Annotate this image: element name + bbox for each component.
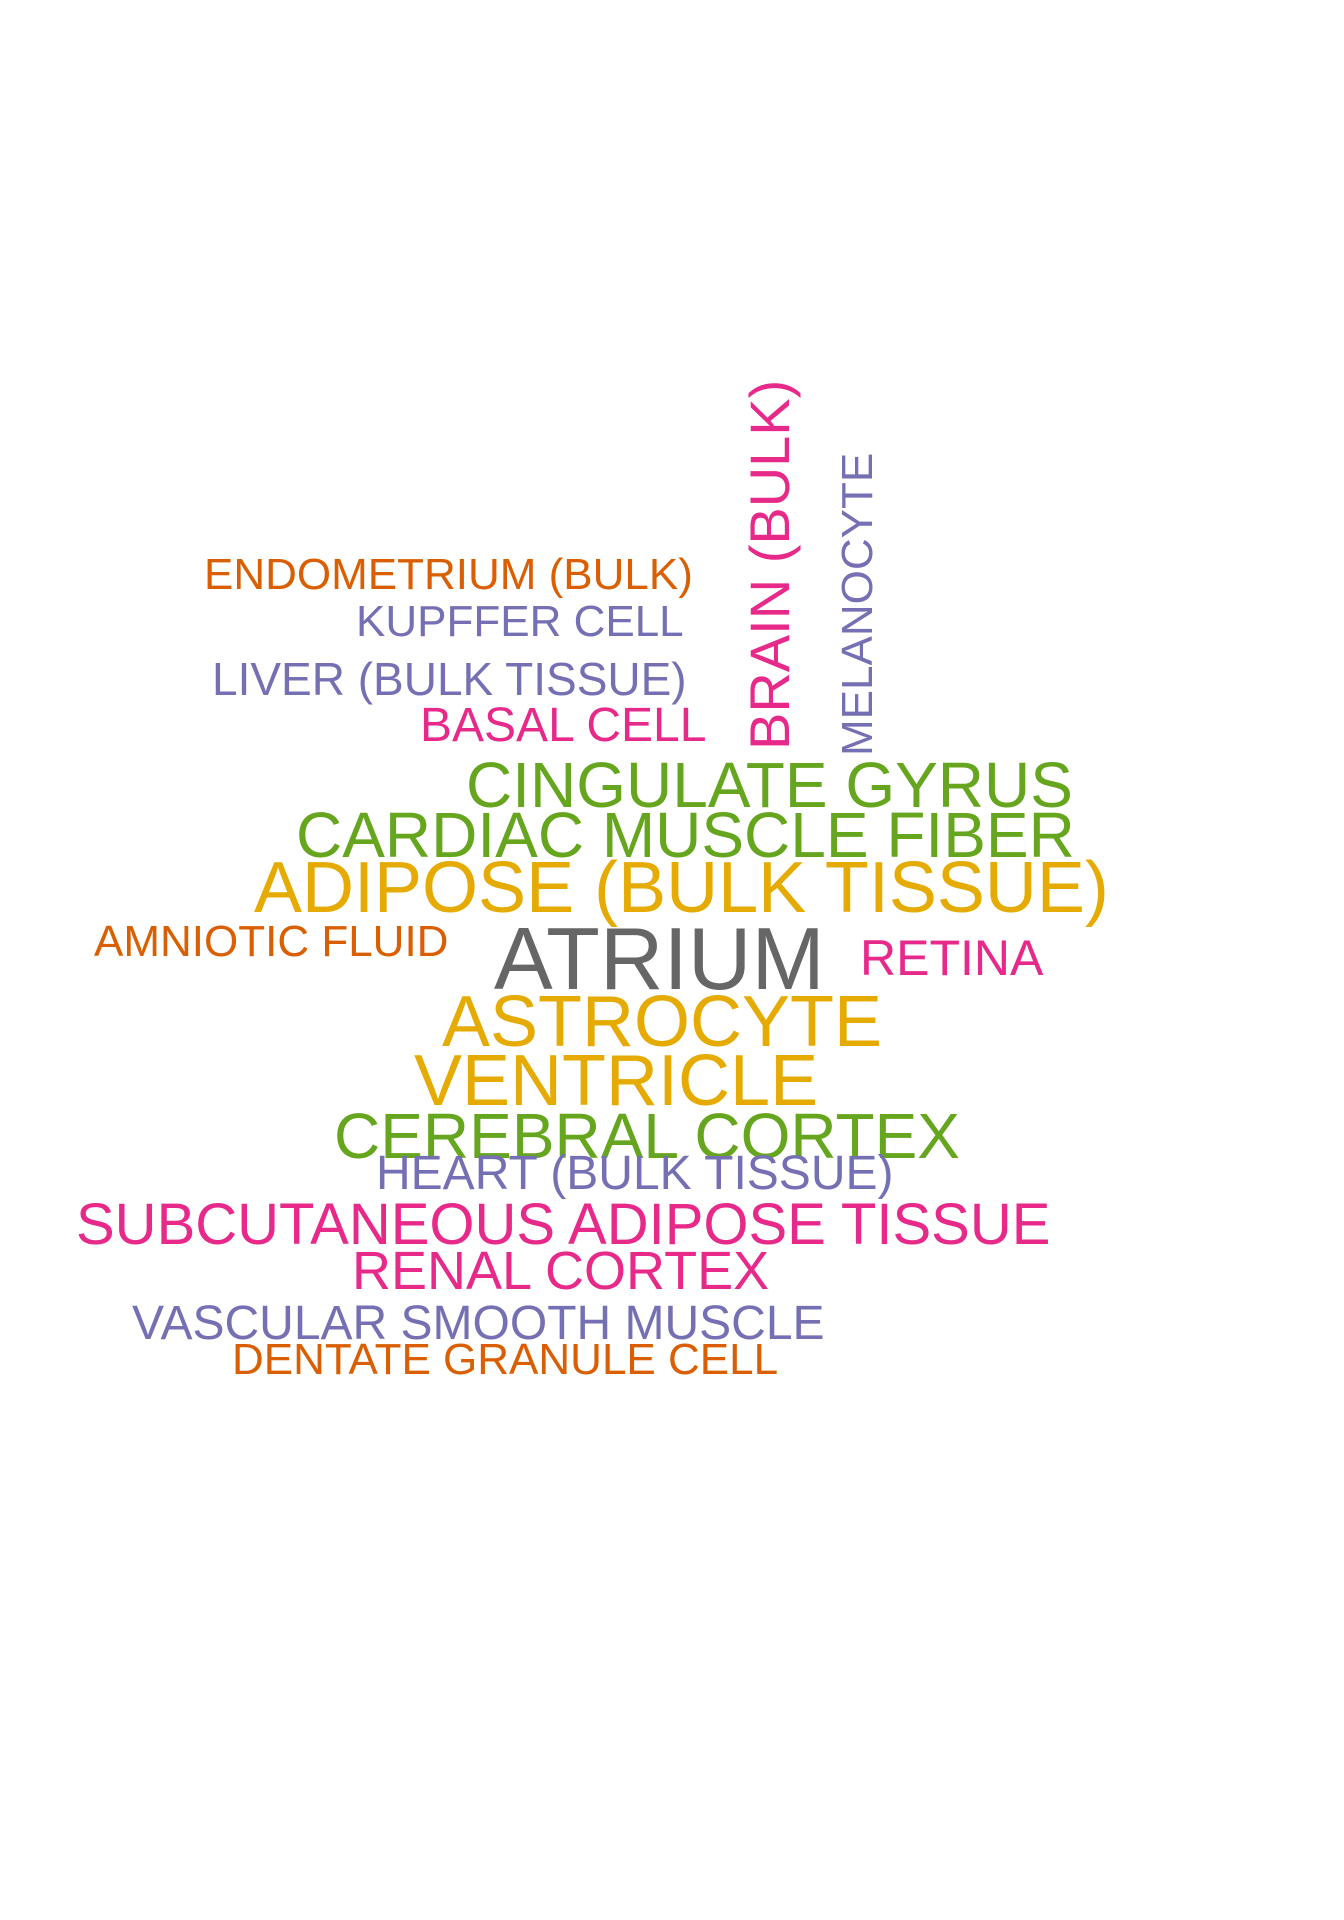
word-melanocyte: MELANOCYTE: [833, 452, 882, 756]
word-atrium: ATRIUM: [494, 909, 825, 1008]
word-cardiac-muscle-fiber: CARDIAC MUSCLE FIBER: [296, 799, 1075, 871]
word-retina: RETINA: [860, 930, 1044, 986]
word-cerebral-cortex: CEREBRAL CORTEX: [334, 1100, 960, 1172]
word-vascular-smooth-muscle: VASCULAR SMOOTH MUSCLE: [132, 1297, 825, 1350]
word-kupffer-cell: KUPFFER CELL: [356, 597, 684, 646]
word-dentate-granule-cell: DENTATE GRANULE CELL: [232, 1335, 779, 1384]
word-brain: BRAIN (BULK): [738, 379, 801, 750]
word-astrocyte: ASTROCYTE: [442, 982, 883, 1062]
word-subcutaneous: SUBCUTANEOUS ADIPOSE TISSUE: [76, 1192, 1051, 1257]
word-basal-cell: BASAL CELL: [420, 699, 707, 752]
word-liver: LIVER (BULK TISSUE): [212, 653, 687, 705]
word-endometrium: ENDOMETRIUM (BULK): [204, 550, 693, 599]
word-ventricle: VENTRICLE: [414, 1041, 819, 1121]
word-amniotic-fluid: AMNIOTIC FLUID: [94, 917, 449, 966]
word-renal-cortex: RENAL CORTEX: [352, 1241, 770, 1301]
word-cingulate-gyrus: CINGULATE GYRUS: [466, 749, 1073, 821]
word-heart: HEART (BULK TISSUE): [376, 1147, 894, 1200]
word-adipose: ADIPOSE (BULK TISSUE): [254, 848, 1109, 928]
